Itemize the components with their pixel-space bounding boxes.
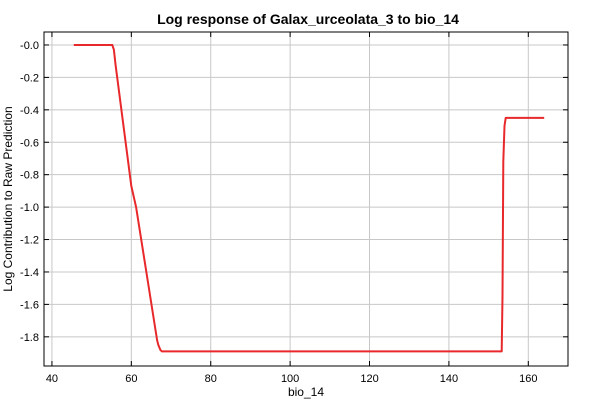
series-line [73, 44, 545, 353]
y-tick-label: -1.4 [20, 267, 39, 279]
x-tick-label: 100 [281, 373, 299, 385]
y-tick-label: -1.6 [20, 299, 39, 311]
x-tick-label: 60 [125, 373, 137, 385]
y-tick-label: -0.2 [20, 72, 39, 84]
y-tick-label: -0.0 [20, 40, 39, 52]
series-layer [73, 44, 545, 353]
y-tick-label: -1.2 [20, 235, 39, 247]
y-tick-label: -1.8 [20, 332, 39, 344]
x-axis-label: bio_14 [288, 385, 324, 399]
y-tick-label: -1.0 [20, 202, 39, 214]
x-tick-label: 40 [46, 373, 58, 385]
plot-frame [43, 31, 569, 367]
y-tick-label: -0.4 [20, 105, 39, 117]
tick-layer: 40 60 80 100 120 140 160 -0.0 -0.2 -0.4 -0.6 -0.8 -1… [20, 32, 568, 385]
grid-layer [44, 32, 568, 366]
y-tick-label: -0.6 [20, 137, 39, 149]
x-tick-label: 120 [360, 373, 378, 385]
chart-title: Log response of Galax_urceolata_3 to bio… [157, 11, 459, 27]
x-tick-label: 160 [519, 373, 537, 385]
y-tick-label: -0.8 [20, 170, 39, 182]
x-tick-label: 140 [440, 373, 458, 385]
y-axis-label: Log Contribution to Raw Prediction [1, 106, 15, 291]
x-tick-label: 80 [205, 373, 217, 385]
